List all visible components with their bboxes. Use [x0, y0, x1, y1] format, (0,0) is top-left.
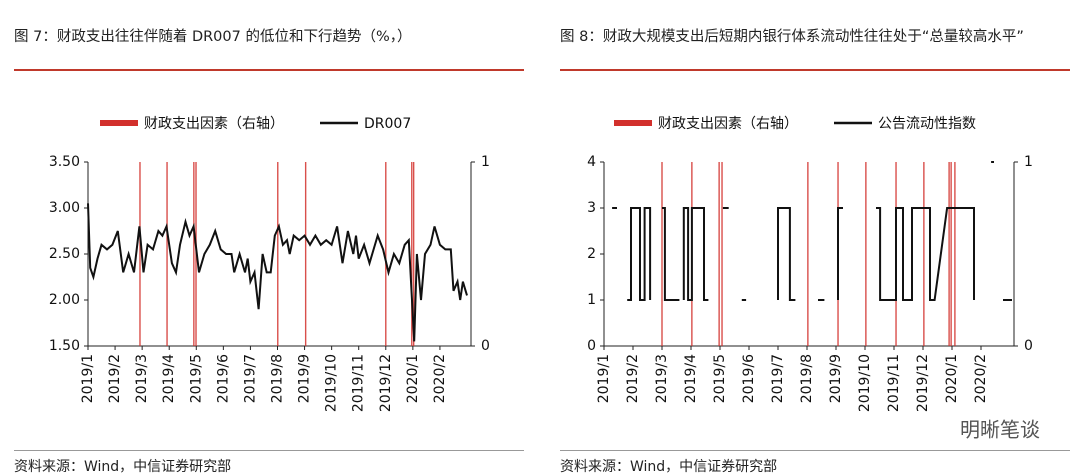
chart-title: 图 8：财政大规模支出后短期内银行体系流动性往往处于“总量较高水平”	[560, 29, 1024, 45]
x-tick-label: 2019/7	[242, 354, 258, 403]
legend-label: DR007	[364, 116, 411, 132]
x-tick-label: 2019/11	[886, 354, 902, 412]
line	[87, 203, 468, 342]
bar	[385, 162, 387, 346]
title-rule	[560, 69, 1070, 71]
x-tick-label: 2020/1	[405, 354, 421, 403]
x-tick-label: 2019/3	[654, 354, 670, 403]
bar	[193, 162, 195, 346]
y-tick-label: 1.50	[49, 338, 80, 354]
legend-label: 财政支出因素（右轴）	[144, 116, 284, 132]
bar	[166, 162, 168, 346]
x-tick-label: 2019/5	[712, 354, 728, 403]
bar	[865, 162, 867, 346]
bar	[412, 162, 415, 346]
source: 资料来源：Wind，中信证券研究部	[560, 459, 778, 475]
x-tick-label: 2019/2	[107, 354, 123, 403]
y2-tick-label: 0	[481, 338, 490, 354]
bar	[923, 162, 925, 346]
bar	[661, 162, 663, 346]
x-tick-label: 2019/6	[215, 354, 231, 403]
x-tick-label: 2019/12	[378, 354, 394, 412]
bar	[304, 162, 307, 346]
x-tick-label: 2020/2	[973, 354, 989, 403]
y-tick-label: 2	[587, 246, 596, 262]
x-tick-label: 2019/7	[770, 354, 786, 403]
y-tick-label: 3	[587, 200, 596, 216]
legend-label: 财政支出因素（右轴）	[658, 116, 798, 132]
legend-swatch	[100, 120, 138, 126]
bar	[718, 162, 720, 346]
legend-label: 公告流动性指数	[878, 116, 976, 132]
y-tick-label: 2.50	[49, 246, 80, 262]
bar	[807, 162, 809, 346]
x-tick-label: 2019/9	[297, 354, 313, 403]
x-tick-label: 2019/9	[828, 354, 844, 403]
y-tick-label: 3.50	[49, 154, 80, 170]
x-tick-label: 2019/4	[161, 354, 177, 403]
x-tick-label: 2019/4	[683, 354, 699, 403]
x-tick-label: 2020/1	[944, 354, 960, 403]
bar	[721, 162, 723, 346]
x-tick-label: 2019/5	[188, 354, 204, 403]
source-rule	[14, 450, 524, 451]
y2-tick-label: 1	[481, 154, 490, 170]
legend-swatch	[614, 120, 652, 126]
x-tick-label: 2020/2	[432, 354, 448, 403]
y-tick-label: 4	[587, 154, 596, 170]
bar	[139, 162, 141, 346]
watermark: 明晰笔谈	[960, 418, 1040, 442]
x-tick-label: 2019/1	[80, 354, 96, 403]
x-tick-label: 2019/11	[351, 354, 367, 412]
y-tick-label: 2.00	[49, 292, 80, 308]
source: 资料来源：Wind，中信证券研究部	[14, 459, 232, 475]
x-tick-label: 2019/3	[134, 354, 150, 403]
bar	[954, 162, 956, 346]
x-tick-label: 2019/10	[324, 354, 340, 412]
x-tick-label: 2019/10	[857, 354, 873, 412]
x-tick-label: 2019/8	[270, 354, 286, 403]
bar	[411, 162, 413, 346]
y2-tick-label: 0	[1024, 338, 1033, 354]
x-tick-label: 2019/6	[741, 354, 757, 403]
y-tick-label: 1	[587, 292, 596, 308]
y-tick-label: 0	[587, 338, 596, 354]
y-tick-label: 3.00	[49, 200, 80, 216]
y2-tick-label: 1	[1024, 154, 1033, 170]
chart-title: 图 7：财政支出往往伴随着 DR007 的低位和下行趋势（%，）	[14, 29, 412, 45]
line	[612, 161, 1012, 301]
bar	[950, 162, 952, 346]
x-tick-label: 2019/1	[596, 354, 612, 403]
source-rule	[560, 450, 1070, 451]
x-tick-label: 2019/8	[799, 354, 815, 403]
x-tick-label: 2019/2	[625, 354, 641, 403]
bar	[277, 162, 279, 346]
title-rule	[14, 69, 524, 71]
x-tick-label: 2019/12	[915, 354, 931, 412]
bar	[948, 162, 950, 346]
